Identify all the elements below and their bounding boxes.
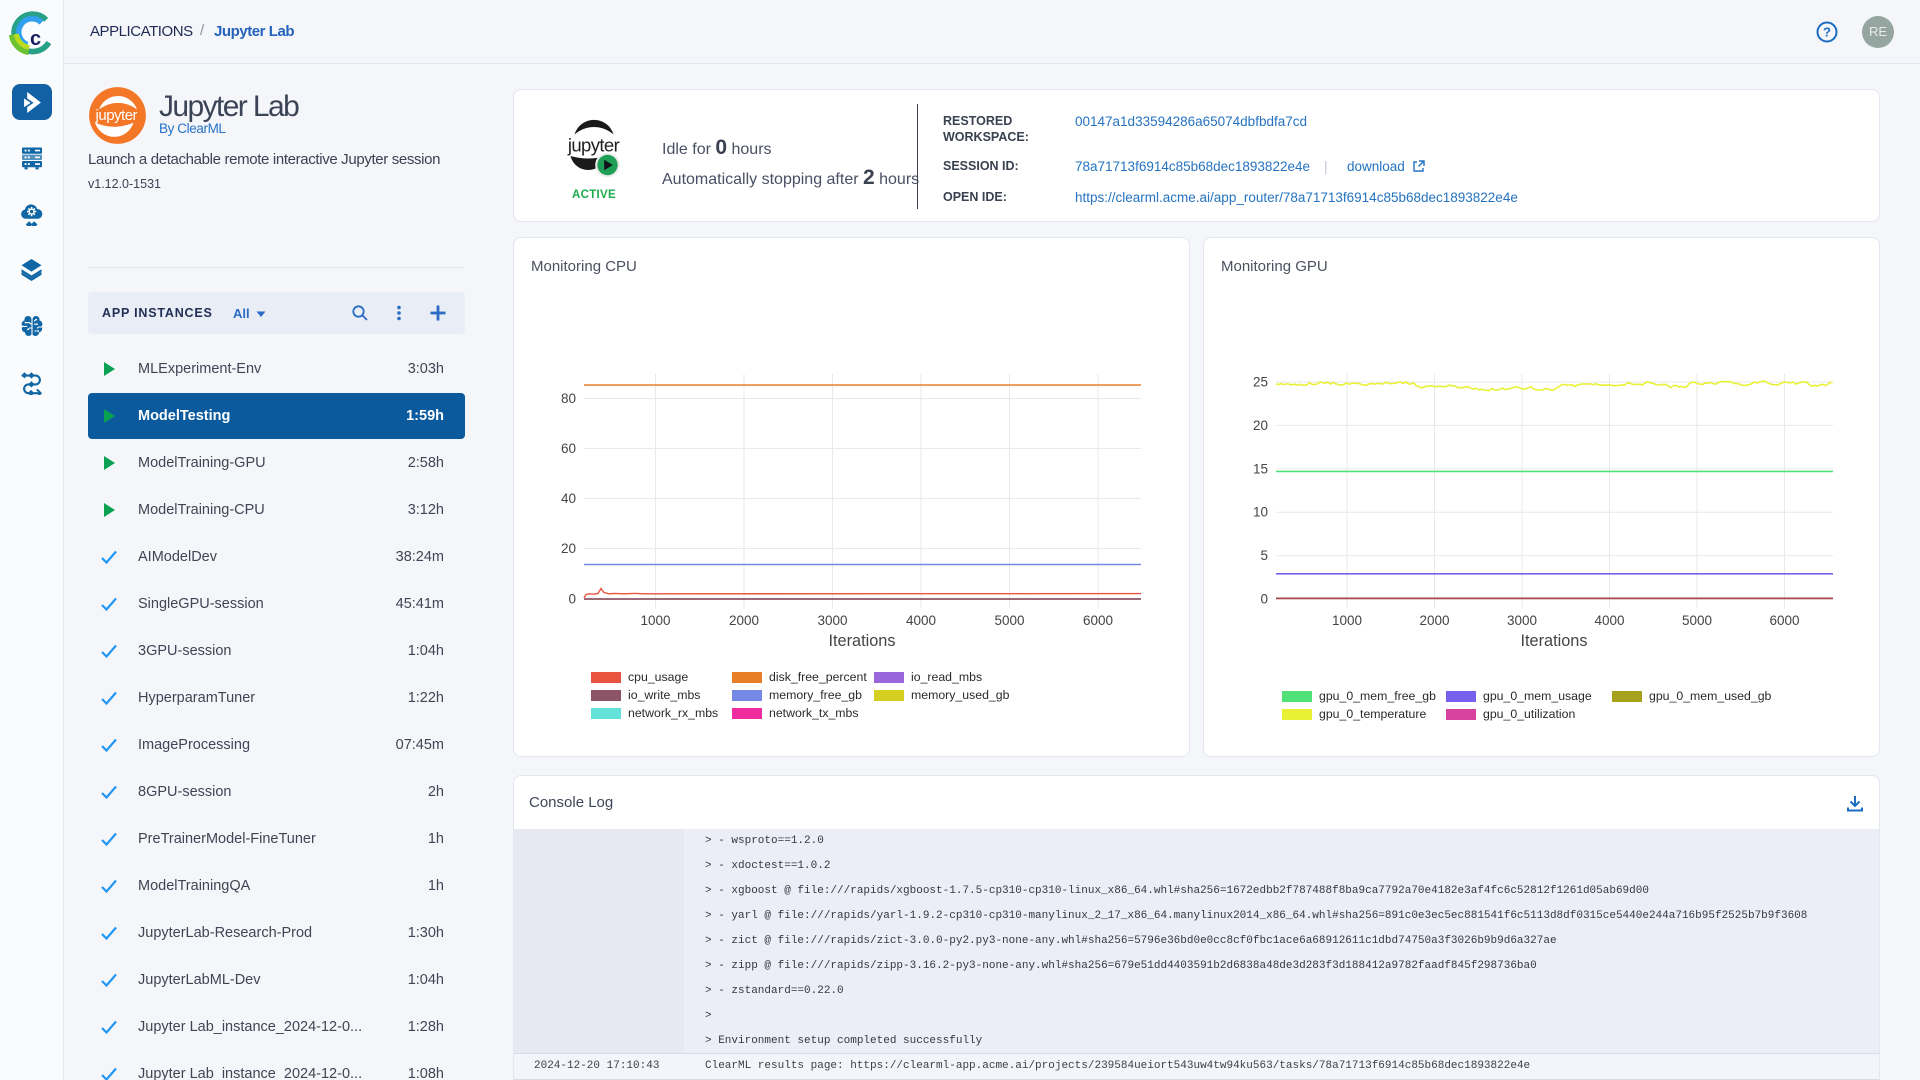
svg-text:jupyter: jupyter (95, 107, 138, 124)
svg-text:jupyter: jupyter (567, 135, 620, 156)
svg-text:1000: 1000 (1332, 613, 1362, 628)
svg-text:4000: 4000 (1594, 613, 1624, 628)
svg-text:4000: 4000 (906, 613, 936, 628)
svg-text:1000: 1000 (640, 613, 670, 628)
svg-text:0: 0 (1260, 592, 1268, 607)
svg-text:60: 60 (561, 441, 576, 456)
svg-text:5: 5 (1260, 548, 1268, 563)
svg-text:3000: 3000 (1507, 613, 1537, 628)
svg-text:5000: 5000 (1682, 613, 1712, 628)
svg-text:2000: 2000 (729, 613, 759, 628)
svg-text:40: 40 (561, 491, 576, 506)
svg-text:6000: 6000 (1083, 613, 1113, 628)
svg-text:?: ? (1823, 25, 1831, 40)
svg-text:0: 0 (568, 592, 576, 607)
svg-text:3000: 3000 (817, 613, 847, 628)
svg-text:10: 10 (1253, 505, 1268, 520)
svg-text:Iterations: Iterations (1521, 632, 1588, 650)
svg-text:80: 80 (561, 391, 576, 406)
svg-text:c: c (30, 28, 41, 50)
svg-text:6000: 6000 (1769, 613, 1799, 628)
svg-text:20: 20 (1253, 418, 1268, 433)
svg-text:5000: 5000 (994, 613, 1024, 628)
svg-text:Iterations: Iterations (829, 632, 896, 650)
svg-text:20: 20 (561, 541, 576, 556)
svg-text:2000: 2000 (1419, 613, 1449, 628)
svg-text:25: 25 (1253, 375, 1268, 390)
svg-text:15: 15 (1253, 461, 1268, 476)
